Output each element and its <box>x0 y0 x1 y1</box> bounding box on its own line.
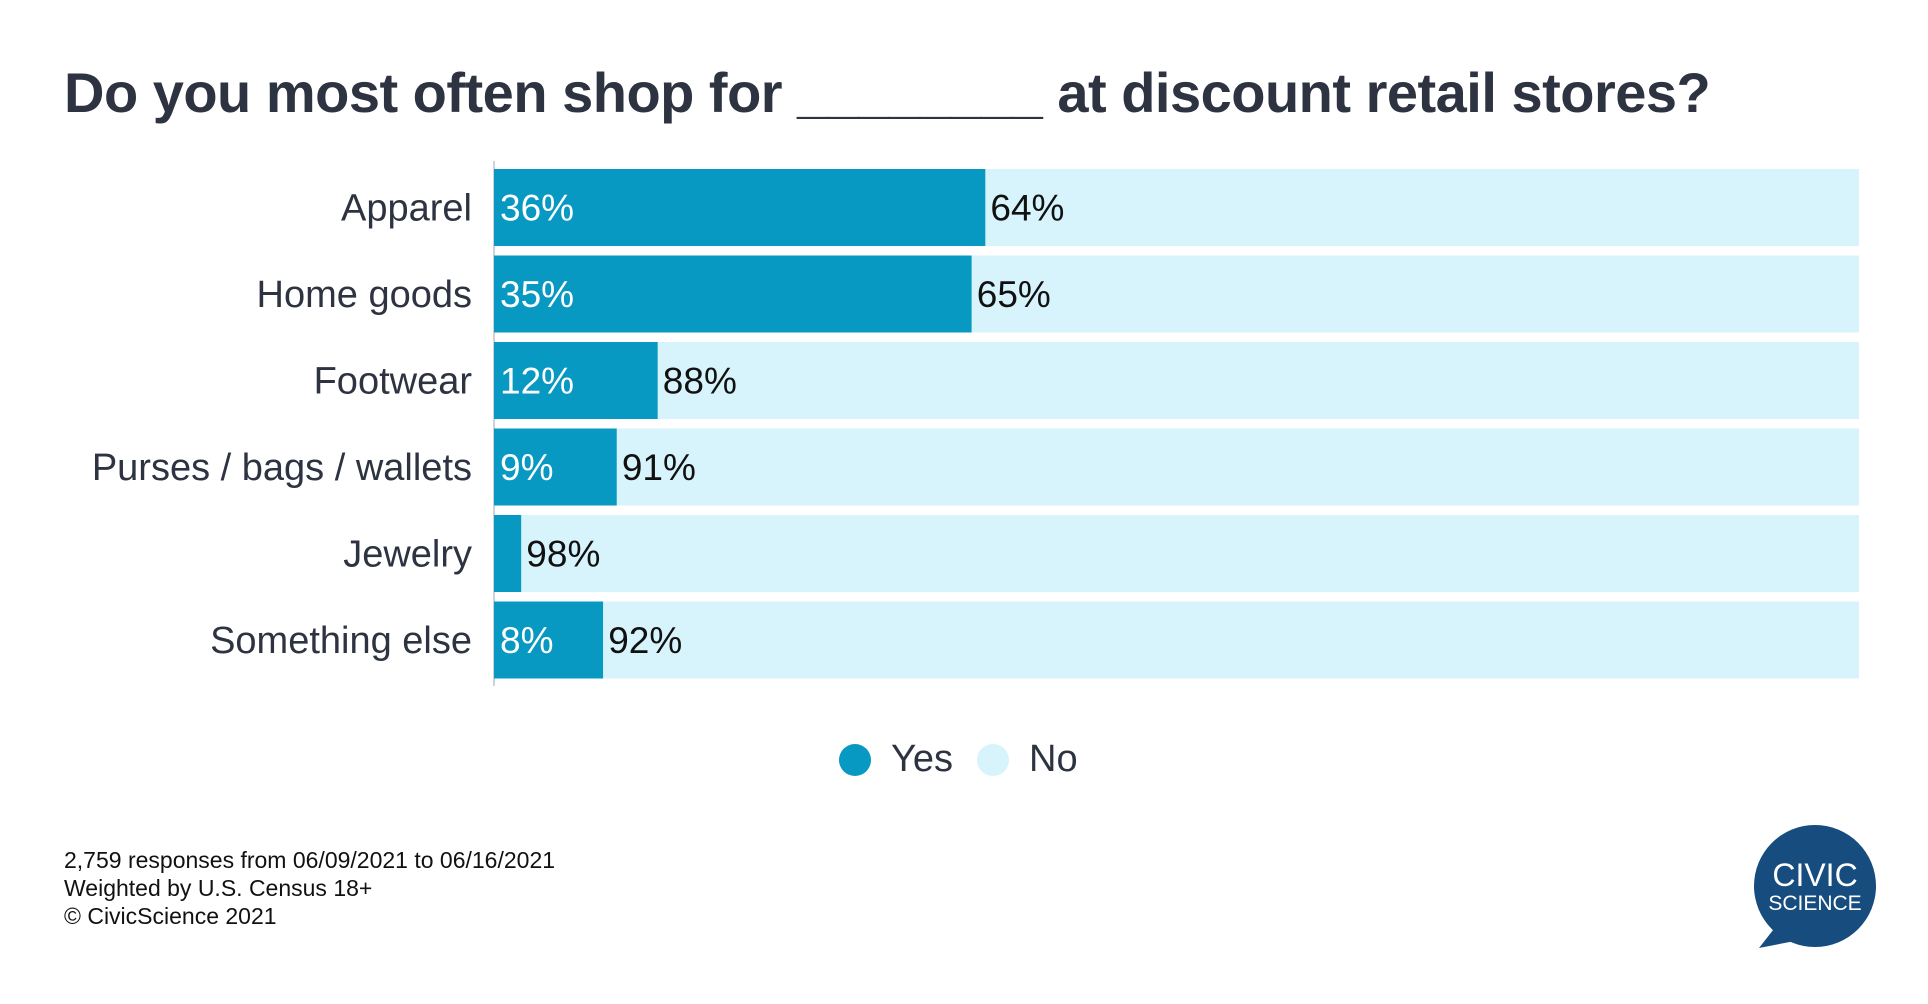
legend: Yes No <box>0 738 1928 784</box>
legend-item-yes[interactable]: Yes <box>839 738 953 781</box>
bar-yes[interactable] <box>494 428 617 506</box>
data-label-yes: 35% <box>500 274 574 315</box>
bar-no[interactable] <box>657 342 1859 419</box>
data-label-no: 64% <box>990 188 1064 229</box>
footer-responses: 2,759 responses from 06/09/2021 to 06/16… <box>64 847 556 873</box>
legend-yes-label: Yes <box>891 738 953 780</box>
footer-copyright: © CivicScience 2021 <box>64 903 277 929</box>
bar-chart: Apparel 36% 64% Home goods 35% 65% Footwear 12%… <box>92 161 1860 686</box>
bar-yes[interactable] <box>494 515 522 592</box>
data-label-yes: 9% <box>500 447 553 488</box>
data-label-yes: 12% <box>500 361 574 402</box>
bar-yes[interactable] <box>494 255 972 333</box>
legend-no-swatch <box>977 743 1009 776</box>
civicscience-logo: CIVIC SCIENCE <box>1754 825 1876 948</box>
logo-text-science: SCIENCE <box>1768 892 1861 915</box>
data-label-yes: 36% <box>500 188 574 229</box>
bar-yes[interactable] <box>494 342 658 419</box>
legend-no-label: No <box>1029 738 1078 780</box>
data-label-no: 65% <box>977 274 1051 315</box>
data-label-no: 88% <box>663 361 737 402</box>
category-label: Footwear <box>314 361 473 403</box>
data-label-no: 92% <box>608 620 682 661</box>
data-label-no: 91% <box>622 447 696 488</box>
bar-no[interactable] <box>603 601 1860 679</box>
bar-no[interactable] <box>616 428 1859 506</box>
category-label: Apparel <box>341 188 472 230</box>
chart-title: Do you most often shop for ________ at d… <box>64 61 1711 124</box>
category-label: Jewelry <box>343 534 472 576</box>
logo-text-civic: CIVIC <box>1772 857 1857 893</box>
data-label-yes: 8% <box>500 620 553 661</box>
legend-item-no[interactable]: No <box>977 738 1078 781</box>
category-label: Purses / bags / wallets <box>92 447 472 489</box>
bar-no[interactable] <box>521 515 1859 592</box>
bar-no[interactable] <box>985 169 1859 246</box>
data-label-no: 98% <box>526 534 600 575</box>
footer-notes: 2,759 responses from 06/09/2021 to 06/16… <box>64 846 555 930</box>
footer-weighting: Weighted by U.S. Census 18+ <box>64 875 373 901</box>
legend-yes-swatch <box>839 743 871 776</box>
category-label: Home goods <box>257 274 472 316</box>
bar-no[interactable] <box>971 255 1859 333</box>
bar-yes[interactable] <box>494 601 604 679</box>
category-label: Something else <box>210 620 472 662</box>
bar-yes[interactable] <box>494 169 986 246</box>
